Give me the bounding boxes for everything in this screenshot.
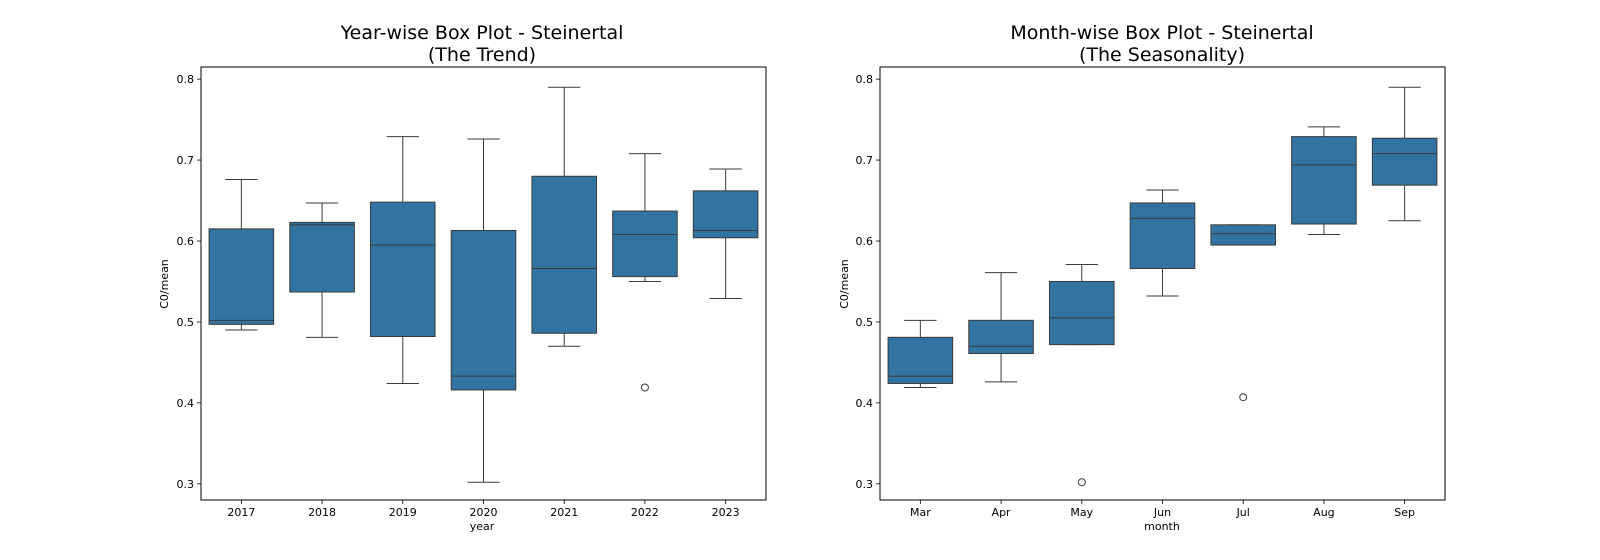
y-tick-label: 0.3 (177, 478, 195, 491)
box (1291, 136, 1357, 225)
chart-title: Month-wise Box Plot - Steinertal (1010, 22, 1313, 44)
box (1129, 202, 1196, 270)
x-tick-label: Aug (1313, 506, 1334, 519)
y-tick-label: 0.8 (856, 73, 874, 86)
chart-subtitle: (The Trend) (428, 44, 536, 66)
box (968, 319, 1034, 355)
x-axis-label: year (470, 520, 495, 533)
chart-year: Year-wise Box Plot - Steinertal (The Tre… (158, 22, 767, 533)
x-tick-label: Sep (1394, 506, 1415, 519)
y-tick-label: 0.3 (856, 478, 874, 491)
box (289, 221, 355, 293)
chart-subtitle: (The Seasonality) (1079, 44, 1245, 66)
outlier-point (640, 383, 649, 392)
x-axis-label: month (1144, 520, 1180, 533)
y-tick-label: 0.5 (856, 316, 874, 329)
x-tick-label: 2017 (227, 506, 255, 519)
box (208, 228, 275, 325)
x-tick-label: 2020 (470, 506, 498, 519)
x-tick-label: Jun (1153, 506, 1171, 519)
box (370, 201, 436, 338)
box (692, 190, 759, 239)
outlier-point (1077, 478, 1086, 487)
x-tick-label: 2022 (631, 506, 659, 519)
x-tick-label: Jul (1236, 506, 1250, 519)
y-tick-label: 0.6 (856, 235, 874, 248)
x-tick-label: 2023 (712, 506, 740, 519)
y-tick-label: 0.4 (177, 397, 195, 410)
chart-month: Month-wise Box Plot - Steinertal (The Se… (838, 22, 1446, 533)
plot-frame (879, 66, 1446, 501)
box (612, 210, 678, 278)
y-axis-label: C0/mean (838, 259, 851, 309)
box (531, 175, 598, 334)
plot-area-month: 0.3 0.4 0.5 0.6 0.7 0.8 Mar Apr May Jun Jul Aug Sep (856, 66, 1446, 519)
y-tick-label: 0.7 (856, 154, 874, 167)
y-tick-label: 0.4 (856, 397, 874, 410)
x-tick-label: 2018 (308, 506, 336, 519)
chart-title: Year-wise Box Plot - Steinertal (340, 22, 624, 44)
box (1049, 280, 1115, 346)
x-tick-label: 2019 (389, 506, 417, 519)
plot-frame (200, 66, 767, 501)
x-tick-label: Apr (992, 506, 1012, 519)
y-tick-label: 0.6 (177, 235, 195, 248)
y-axis-label: C0/mean (158, 259, 171, 309)
x-tick-label: Mar (910, 506, 931, 519)
y-tick-label: 0.8 (177, 73, 195, 86)
y-tick-label: 0.5 (177, 316, 195, 329)
y-tick-label: 0.7 (177, 154, 195, 167)
x-tick-label: 2021 (550, 506, 578, 519)
x-tick-label: May (1070, 506, 1093, 519)
box (1210, 224, 1277, 246)
box (1371, 137, 1438, 186)
plot-area-year: 0.3 0.4 0.5 0.6 0.7 0.8 2017 2018 2019 2020 2021 20… (177, 66, 767, 519)
outlier-point (1239, 393, 1248, 402)
box (450, 229, 517, 391)
